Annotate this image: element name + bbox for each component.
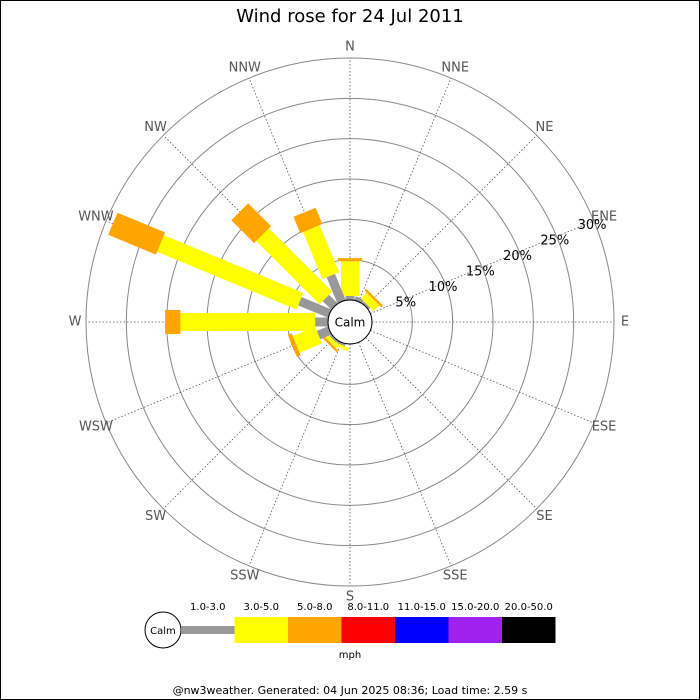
r-tick-label: 25% — [540, 234, 569, 249]
r-tick-label: 20% — [503, 249, 532, 264]
legend-swatch — [448, 617, 502, 643]
r-tick-label: 10% — [429, 280, 458, 295]
wind-bar — [362, 301, 371, 310]
chart-title: Wind rose for 24 Jul 2011 — [236, 6, 464, 27]
legend-calm-label: Calm — [150, 626, 176, 637]
direction-label: NW — [144, 120, 167, 135]
wind-bar — [354, 296, 365, 304]
legend-label: 15.0-20.0 — [451, 602, 499, 613]
r-tick-label: 30% — [578, 218, 607, 233]
legend-swatch — [395, 617, 449, 643]
direction-label: NE — [535, 120, 553, 135]
direction-label: SSW — [230, 569, 260, 584]
legend-swatch — [502, 617, 556, 643]
wind-bar — [303, 225, 340, 279]
wind-bar — [231, 203, 272, 244]
wind-bar — [157, 235, 304, 310]
direction-label: WNW — [78, 209, 114, 224]
calm-label: Calm — [335, 316, 366, 330]
calm-circle — [327, 299, 373, 345]
wind-bar — [364, 288, 384, 308]
direction-label: E — [621, 315, 629, 330]
legend-swatch — [341, 617, 395, 643]
grid-ring — [125, 97, 575, 547]
wind-bar — [316, 326, 332, 340]
direction-label: ESE — [592, 420, 617, 435]
legend-label: 5.0-8.0 — [297, 602, 332, 613]
wind-bar — [108, 212, 166, 255]
direction-label: N — [345, 40, 355, 55]
direction-label: SSE — [443, 569, 468, 584]
legend-label: 1.0-3.0 — [190, 602, 225, 613]
wind-bar — [345, 296, 355, 300]
wind-bar — [326, 273, 346, 304]
wind-bar — [319, 333, 339, 353]
legend-label: 3.0-5.0 — [244, 602, 279, 613]
legend-label: 11.0-15.0 — [398, 602, 446, 613]
wind-bar — [256, 228, 333, 305]
wind-bar — [292, 326, 322, 353]
direction-label: W — [69, 315, 82, 330]
wind-bar — [322, 294, 338, 310]
wind-bar — [180, 313, 316, 331]
direction-label: SE — [536, 509, 552, 524]
direction-label: S — [346, 590, 354, 605]
footer: @nw3weather. Generated: 04 Jun 2025 08:3… — [173, 684, 528, 697]
direction-label: NNW — [229, 60, 261, 75]
legend-unit: mph — [339, 650, 361, 661]
wind-bar — [323, 332, 340, 349]
wind-bar — [329, 334, 338, 343]
direction-label: NNE — [441, 60, 469, 75]
direction-label: ENE — [591, 209, 617, 224]
wind-bar — [293, 207, 323, 234]
r-tick-label: 5% — [395, 295, 416, 310]
wind-bar — [360, 292, 380, 312]
wind-bar — [341, 261, 359, 296]
bars — [108, 203, 384, 357]
wind-bar — [338, 258, 362, 262]
wind-bar — [287, 333, 301, 357]
wind-bar — [165, 310, 181, 334]
direction-label: SW — [145, 509, 166, 524]
r-tick-label: 15% — [466, 265, 495, 280]
direction-label: WSW — [79, 420, 113, 435]
wind-bar — [336, 340, 346, 347]
wind-bar — [315, 317, 328, 327]
legend-swatch — [234, 617, 288, 643]
legend-swatch — [181, 626, 235, 634]
legend-swatch — [288, 617, 342, 643]
legend-label: 20.0-50.0 — [505, 602, 553, 613]
wind-bar — [298, 297, 332, 318]
legend-label: 8.0-11.0 — [347, 602, 389, 613]
